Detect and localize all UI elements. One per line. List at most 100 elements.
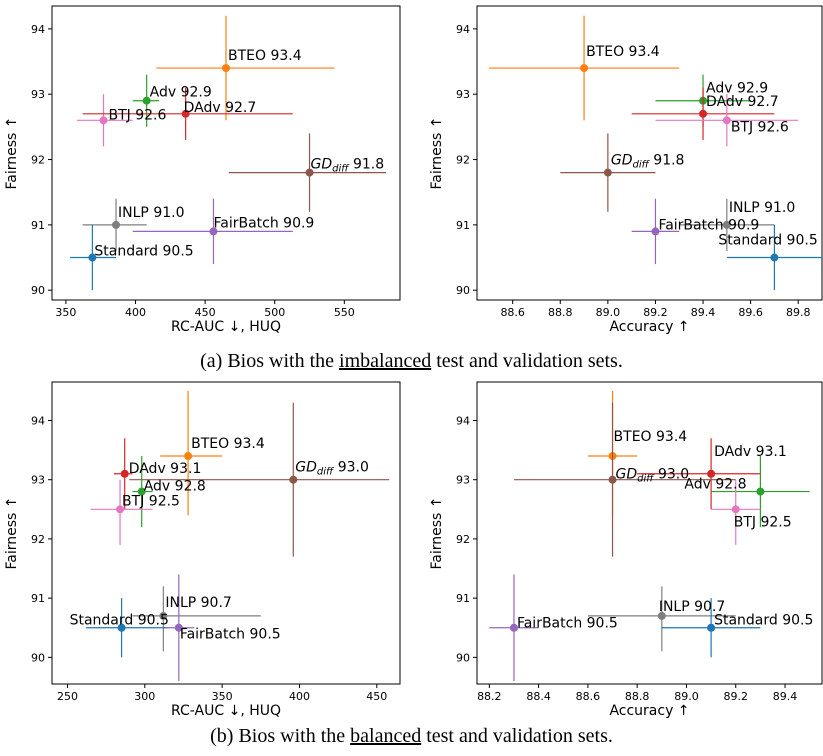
point-bteo	[156, 15, 335, 121]
point-label: Standard 90.5	[70, 613, 169, 629]
point-label: Standard 90.5	[718, 233, 817, 249]
x-tick-label: 89.0	[596, 306, 621, 319]
x-tick-label: 450	[195, 306, 216, 319]
point-label: DAdv 93.1	[129, 461, 202, 477]
point-btj	[77, 94, 133, 147]
point-label-name: INLP	[118, 205, 149, 221]
point-label-value: 90.5	[582, 616, 618, 632]
point-label-name: Standard	[718, 233, 782, 249]
point-marker	[722, 220, 731, 229]
point-label: INLP 90.7	[659, 599, 725, 615]
point-label-value: 91.0	[149, 205, 185, 221]
y-tick-label: 90	[31, 284, 45, 297]
x-tick-label: 500	[264, 306, 285, 319]
y-tick-label: 92	[456, 533, 470, 546]
point-label-name: FairBatch	[658, 217, 723, 233]
point-label-value: 92.7	[221, 100, 257, 116]
point-label-value: 91.8	[349, 157, 385, 173]
caption-a-prefix: (a) Bios with the	[200, 350, 340, 372]
y-tick-label: 90	[456, 651, 470, 664]
point-label-value: 92.6	[131, 107, 167, 123]
x-tick-label: 88.8	[548, 306, 573, 319]
point-label-name: BTEO	[586, 44, 624, 60]
axes-frame	[51, 5, 401, 301]
point-label-value: 92.5	[756, 514, 792, 530]
point-marker	[651, 227, 660, 236]
panel-a-left: 350 400 450 500 550 90 91 92 93 94 RC-AUC ↓, HUQ Fa…	[4, 5, 401, 335]
point-label-value: 91.0	[760, 200, 796, 216]
axes-frame	[51, 381, 401, 685]
point-label-value: 92.9	[733, 81, 769, 97]
point-marker	[608, 475, 617, 484]
y-tick-label: 92	[456, 154, 470, 167]
caption-a: (a) Bios with the imbalanced test and va…	[0, 350, 823, 373]
point-label-name: DAdv	[706, 94, 743, 110]
x-tick-label: 88.8	[625, 690, 650, 703]
point-gd	[560, 133, 656, 212]
point-label: DAdv 92.7	[184, 100, 257, 116]
point-label: BTJ 92.5	[734, 514, 792, 530]
y-axis-label: Fairness ↑	[429, 116, 445, 189]
x-tick-label: 88.4	[526, 690, 551, 703]
point-marker	[181, 109, 190, 118]
y-tick-label: 91	[31, 219, 45, 232]
point-label-value: 91.8	[649, 153, 685, 169]
point-btj	[90, 479, 153, 545]
point-label-name: Standard	[94, 244, 158, 260]
panel-b-right: 88.2 88.4 88.6 88.8 89.0 89.2 89.4 90 91 92 93 94 Ac…	[429, 381, 823, 719]
x-tick-label: 89.2	[643, 306, 668, 319]
point-btj	[711, 479, 761, 545]
point-marker	[99, 116, 108, 125]
point-label: FairBatch 90.9	[213, 215, 314, 231]
point-fairbatch	[631, 198, 680, 265]
point-marker	[184, 452, 193, 461]
x-axis-label: RC-AUC ↓, HUQ	[171, 319, 281, 335]
point-label: GDdiff 91.8	[611, 153, 685, 171]
point-label: DAdv 92.7	[706, 94, 779, 110]
point-label-name: INLP	[659, 599, 690, 615]
point-gd	[129, 402, 390, 557]
point-label-name: Adv	[706, 81, 733, 97]
point-fairbatch	[489, 574, 539, 682]
point-label-value: 90.9	[279, 215, 315, 231]
point-label-name: BTJ	[122, 493, 144, 509]
point-label: GDdiff 93.0	[616, 467, 690, 485]
point-label: Standard 90.5	[714, 613, 813, 629]
point-marker	[707, 623, 716, 632]
point-marker	[722, 116, 731, 125]
point-marker	[120, 469, 129, 478]
point-label: INLP 90.7	[165, 595, 231, 611]
y-tick-label: 94	[456, 23, 470, 36]
caption-a-underlined: imbalanced	[339, 350, 432, 372]
point-label-value: 93.4	[266, 48, 302, 64]
point-label-name: FairBatch	[213, 215, 278, 231]
point-standard	[726, 224, 822, 291]
point-label-value: 90.7	[196, 595, 232, 611]
y-axis-label: Fairness ↑	[4, 496, 20, 569]
x-axis-label: Accuracy ↑	[609, 703, 689, 719]
point-adv	[711, 456, 810, 528]
point-marker	[603, 168, 612, 177]
y-tick-label: 90	[456, 284, 470, 297]
x-tick-label: 550	[334, 306, 355, 319]
point-label-name: BTJ	[109, 107, 131, 123]
point-gd	[513, 402, 736, 557]
x-tick-label: 350	[212, 690, 233, 703]
point-label-name: BTEO	[191, 436, 229, 452]
y-tick-label: 91	[456, 592, 470, 605]
point-label: BTEO 93.4	[228, 48, 302, 64]
point-label-value: 93.4	[624, 44, 660, 60]
point-label-value: 93.4	[229, 436, 265, 452]
point-label-name: GD	[611, 153, 633, 169]
point-marker	[756, 487, 765, 496]
point-label: Adv 92.9	[150, 85, 212, 101]
x-tick-label: 400	[289, 690, 310, 703]
point-label: BTJ 92.6	[731, 119, 789, 135]
point-label-name: INLP	[165, 595, 196, 611]
panel-a-right: 88.6 88.8 89.0 89.2 89.4 89.6 89.8 90 91 92 93 94 Ac…	[429, 5, 823, 335]
point-label-value: 90.5	[778, 613, 814, 629]
point-gd	[228, 133, 387, 212]
x-tick-label: 300	[134, 690, 155, 703]
x-tick-label: 89.4	[773, 690, 798, 703]
point-label-value: 93.0	[333, 460, 369, 476]
